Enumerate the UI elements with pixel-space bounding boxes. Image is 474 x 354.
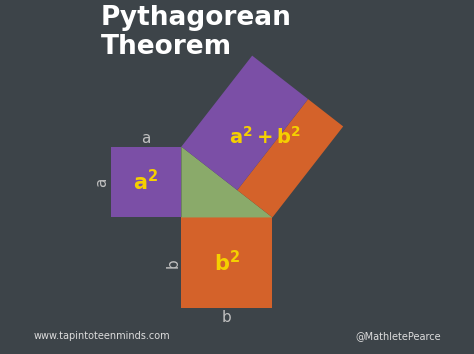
- Text: @MathletePearce: @MathletePearce: [355, 331, 441, 341]
- Text: $\mathbf{b^2}$: $\mathbf{b^2}$: [214, 250, 240, 275]
- Polygon shape: [110, 147, 182, 217]
- Text: Pythagorean
Theorem: Pythagorean Theorem: [100, 5, 292, 60]
- Text: www.tapintoteenminds.com: www.tapintoteenminds.com: [33, 331, 170, 341]
- Text: b: b: [222, 310, 232, 325]
- Text: $\mathbf{a^2}$: $\mathbf{a^2}$: [133, 170, 159, 195]
- Polygon shape: [237, 99, 343, 217]
- Polygon shape: [182, 217, 273, 308]
- Text: a: a: [94, 177, 109, 187]
- Text: $\mathbf{a^2 + b^2}$: $\mathbf{a^2 + b^2}$: [229, 126, 301, 148]
- Text: a: a: [141, 131, 151, 145]
- Polygon shape: [182, 56, 308, 190]
- Polygon shape: [182, 147, 273, 217]
- Text: b: b: [165, 258, 180, 268]
